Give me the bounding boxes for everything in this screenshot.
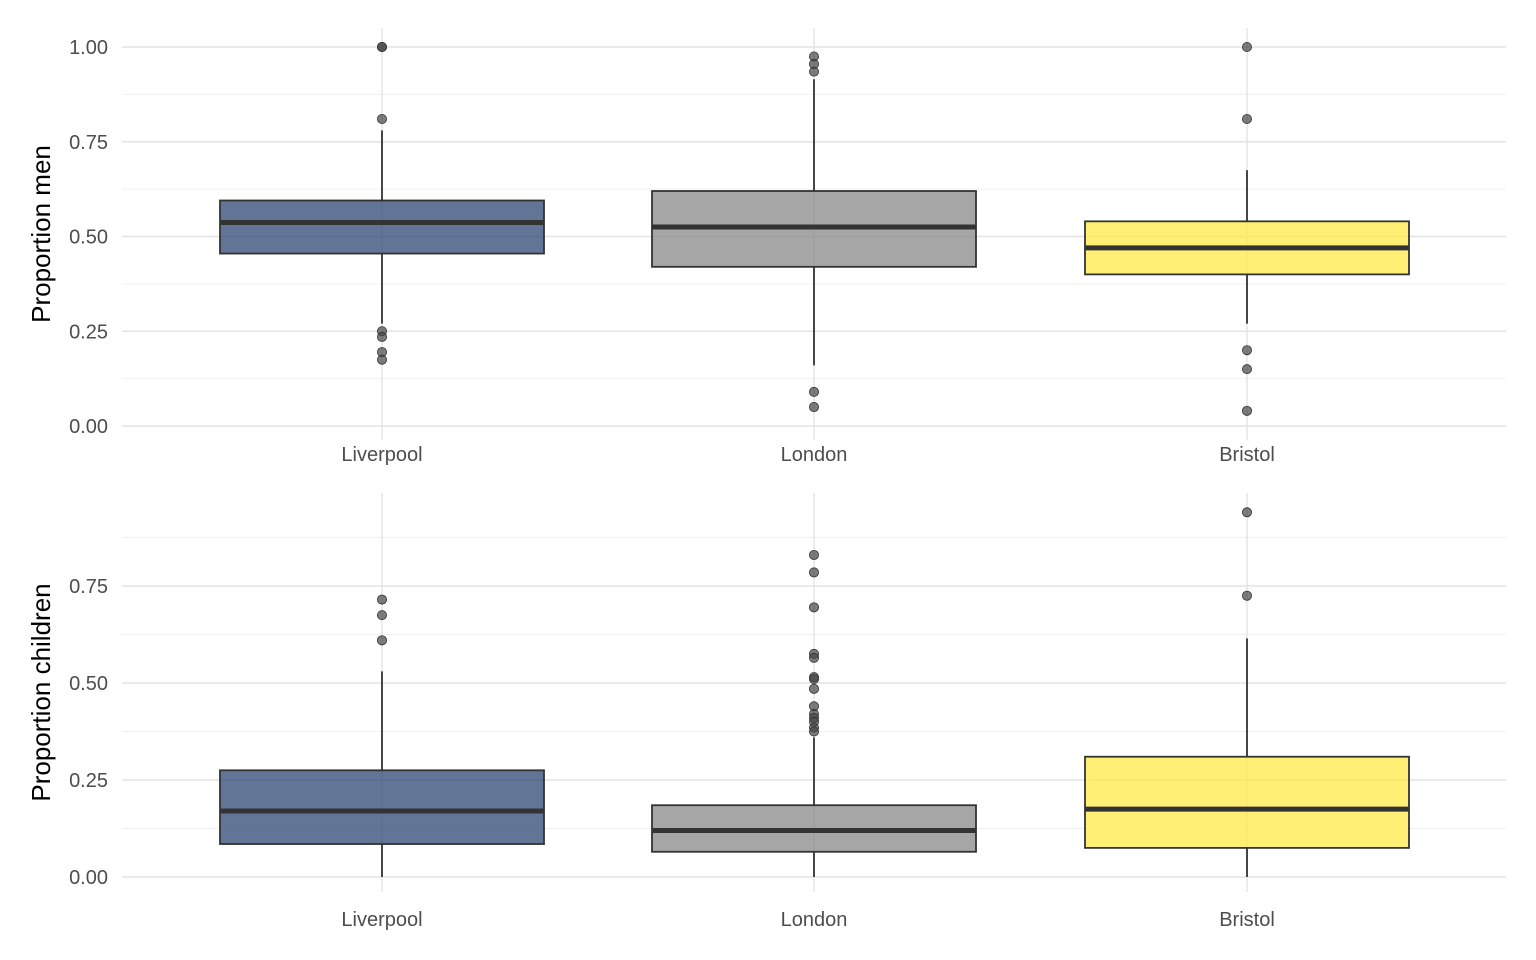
outlier-point (809, 726, 820, 737)
box-bristol (1084, 42, 1410, 416)
outlier-point (809, 549, 820, 560)
outlier-point (809, 602, 820, 613)
outlier-point (376, 114, 387, 125)
box-liverpool (219, 42, 545, 365)
outlier-point (809, 674, 820, 685)
outlier-point (809, 683, 820, 694)
y-tick-label: 0.75 (69, 576, 108, 598)
y-tick-label: 0.25 (69, 321, 108, 343)
outlier-point (809, 402, 820, 413)
y-tick-label: 0.00 (69, 416, 108, 438)
box-bristol (1084, 507, 1410, 877)
box-london (651, 549, 977, 877)
outlier-point (376, 610, 387, 621)
outlier-point (809, 567, 820, 578)
y-axis-title: Proportion children (26, 583, 56, 801)
box-liverpool (219, 594, 545, 877)
outlier-point (376, 354, 387, 365)
outlier-point (1242, 114, 1253, 125)
y-tick-label: 0.00 (69, 867, 108, 889)
outlier-point (376, 42, 387, 53)
outlier-point (1242, 364, 1253, 375)
x-tick-label: Liverpool (341, 909, 422, 931)
y-tick-label: 1.00 (69, 37, 108, 59)
x-tick-label: Bristol (1219, 909, 1275, 931)
x-tick-label: Bristol (1219, 444, 1275, 466)
outlier-point (1242, 405, 1253, 416)
outlier-point (1242, 42, 1253, 53)
outlier-point (809, 386, 820, 397)
y-axis-title: Proportion men (26, 145, 56, 323)
panel-2: 0.00 0.25 0.50 0.75 Liverpool London Bristol Pr… (26, 493, 1506, 931)
panel-1: 0.00 0.25 0.50 0.75 1.00 Liverpool London Brist… (26, 28, 1506, 466)
y-tick-label: 0.50 (69, 227, 108, 249)
outlier-point (376, 635, 387, 646)
x-tick-label: London (781, 444, 848, 466)
outlier-point (809, 652, 820, 663)
outlier-point (376, 331, 387, 342)
y-tick-label: 0.25 (69, 770, 108, 792)
y-tick-label: 0.75 (69, 132, 108, 154)
x-tick-label: Liverpool (341, 444, 422, 466)
outlier-point (1242, 345, 1253, 356)
iqr-box (219, 769, 545, 845)
outlier-point (1242, 507, 1253, 518)
outlier-point (376, 594, 387, 605)
iqr-box (219, 199, 545, 255)
outlier-point (1242, 590, 1253, 601)
x-tick-label: London (781, 909, 848, 931)
box-london (651, 51, 977, 413)
y-tick-label: 0.50 (69, 673, 108, 695)
iqr-box (1084, 755, 1410, 849)
outlier-point (809, 66, 820, 77)
